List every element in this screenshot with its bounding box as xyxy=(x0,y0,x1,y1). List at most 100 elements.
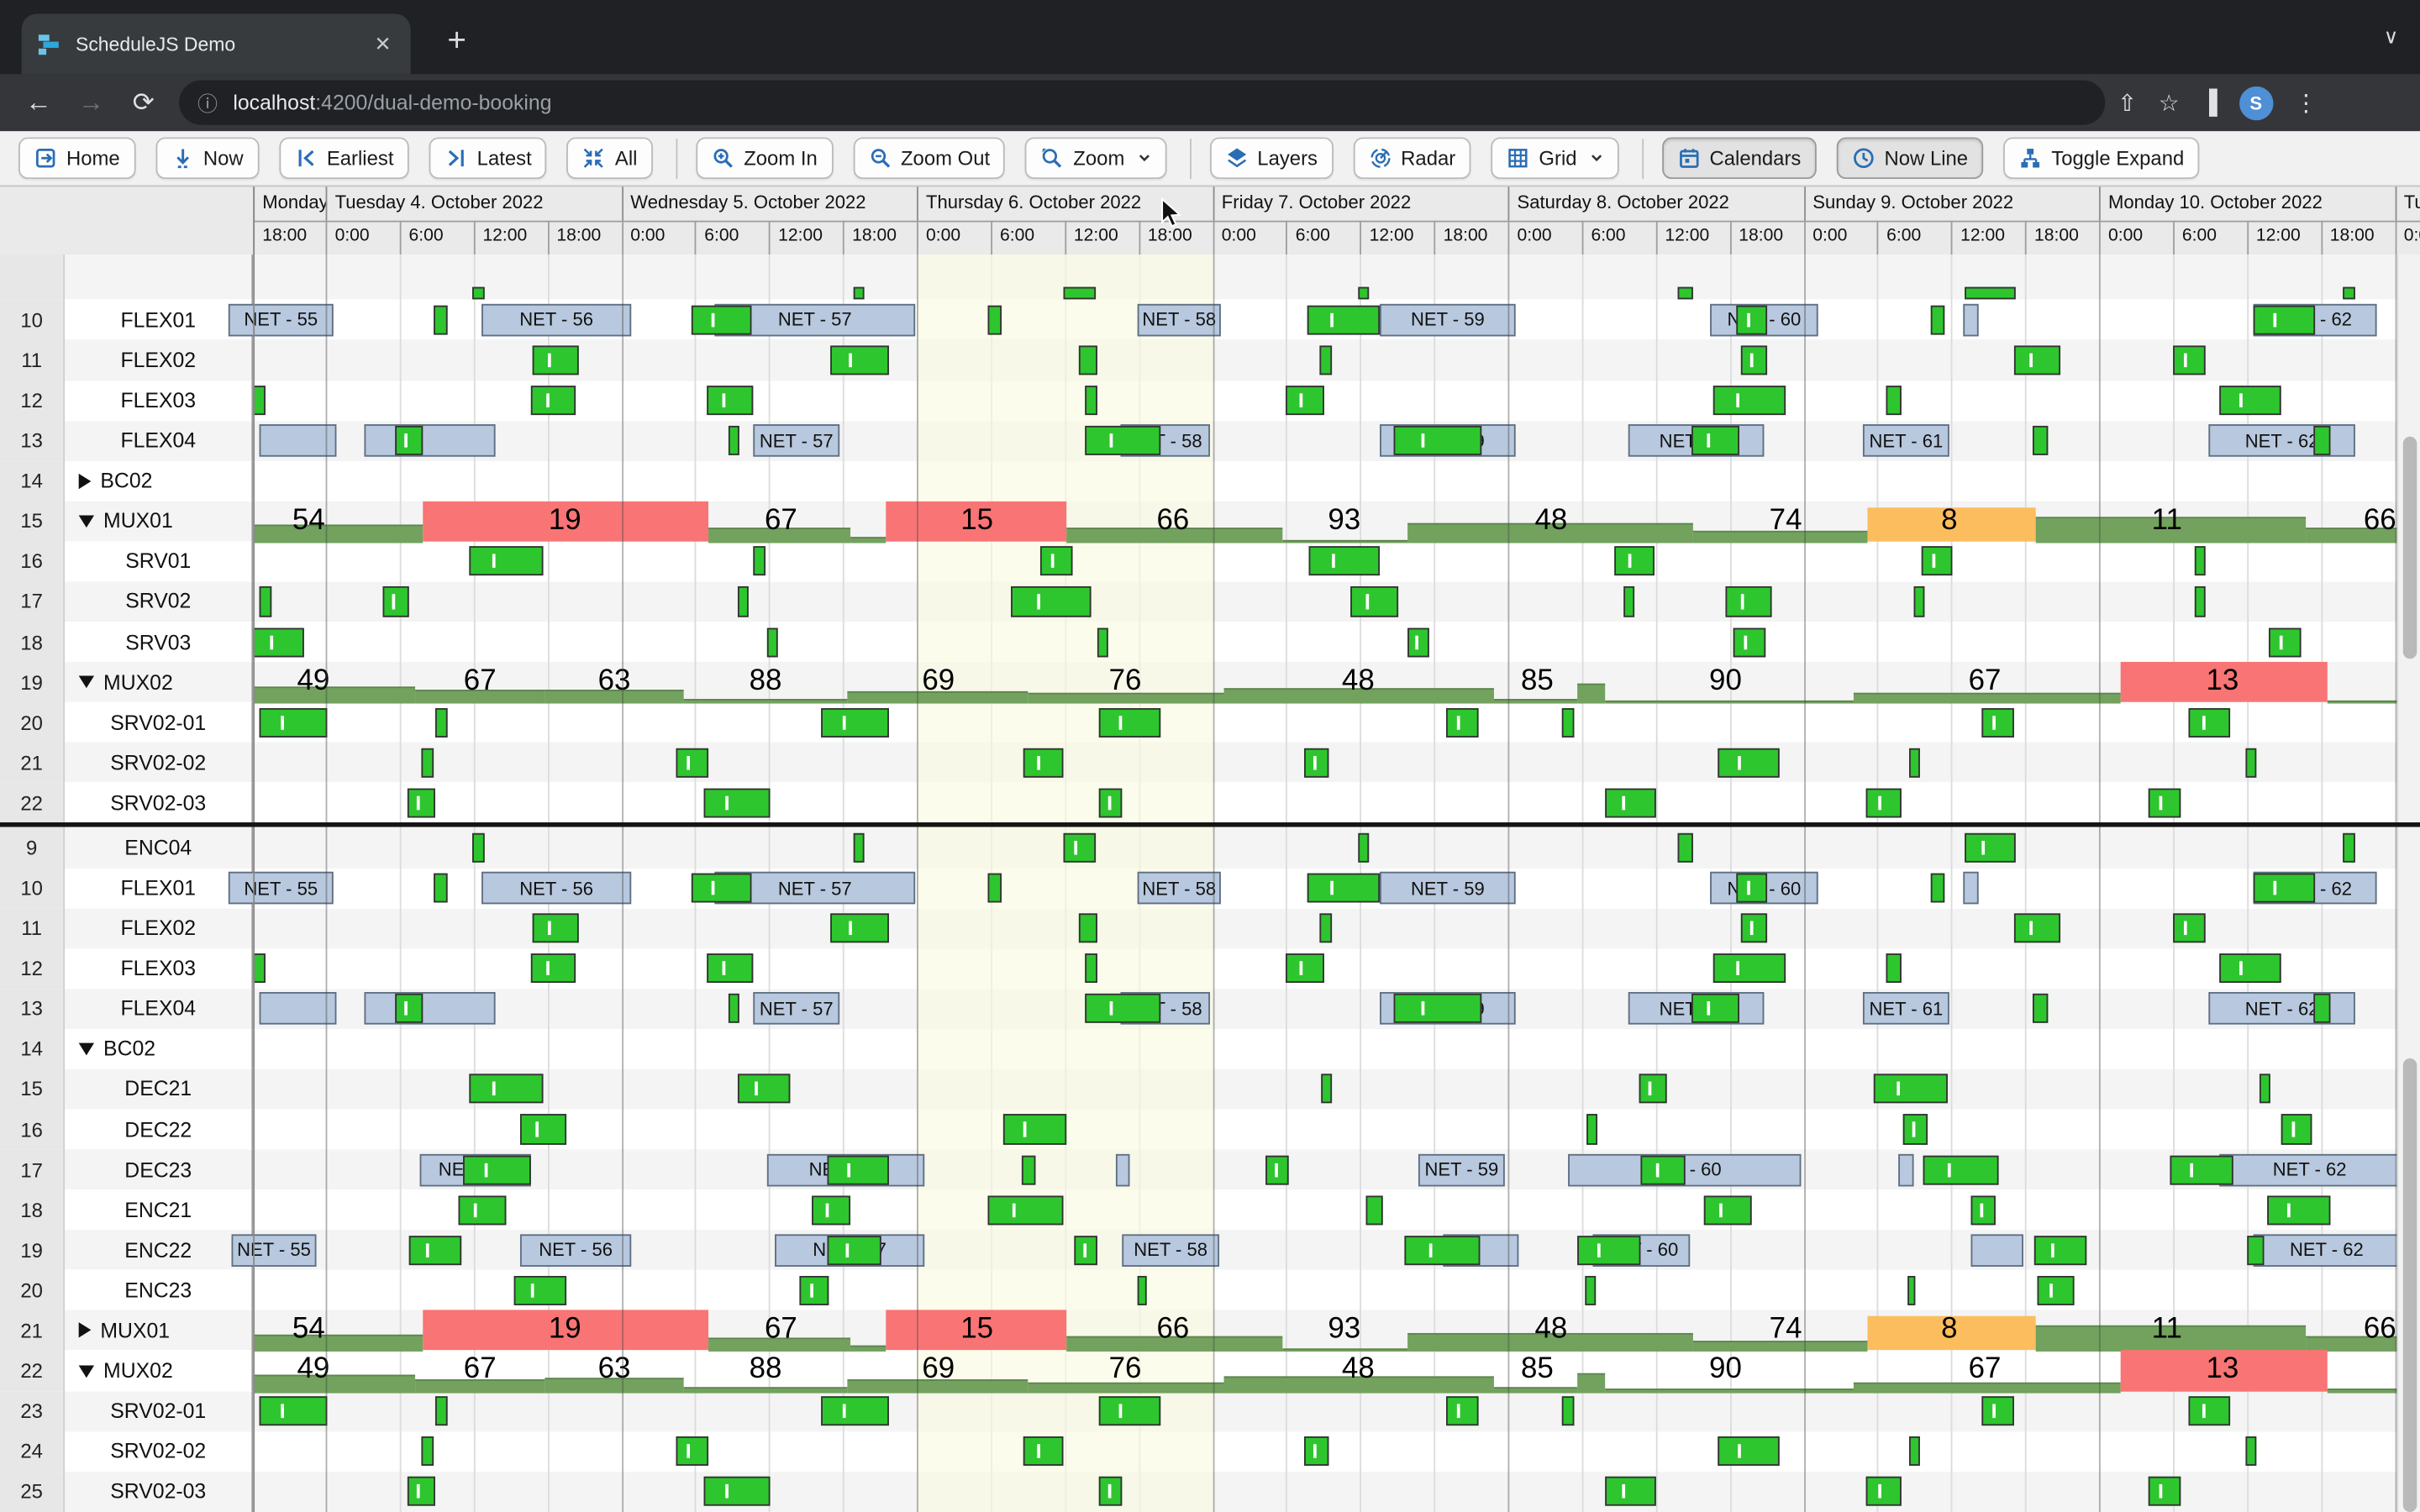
sidebar-item-dec21[interactable]: DEC21 xyxy=(65,1068,254,1110)
sidebar-item-srv02-01[interactable]: SRV02-01 xyxy=(65,702,254,743)
activity-bar[interactable] xyxy=(1085,386,1097,416)
booking-bar-net-57[interactable]: NET - 57 xyxy=(753,992,840,1026)
activity-bar[interactable] xyxy=(1913,586,1925,617)
activity-bar[interactable] xyxy=(707,953,754,984)
sidebar-item-mux02[interactable]: MUX02 xyxy=(65,662,254,703)
activity-bar[interactable] xyxy=(821,1396,889,1426)
activity-bar[interactable] xyxy=(1446,707,1479,738)
activity-bar[interactable] xyxy=(458,1194,507,1225)
activity-bar[interactable] xyxy=(1404,1235,1481,1265)
home-button[interactable]: Home xyxy=(18,137,136,180)
time-header-cell[interactable]: 0:00 xyxy=(2098,220,2173,255)
activity-bar[interactable] xyxy=(691,305,752,335)
booking-bar[interactable] xyxy=(364,424,496,458)
scrollbar-thumb[interactable] xyxy=(2402,1058,2417,1512)
activity-bar[interactable] xyxy=(1074,1235,1097,1265)
activity-bar[interactable] xyxy=(1078,913,1097,943)
expand-triangle-icon[interactable] xyxy=(78,473,92,489)
sidebar-item-mux02[interactable]: MUX02 xyxy=(65,1351,254,1391)
activity-bar[interactable] xyxy=(1446,1396,1479,1426)
activity-bar[interactable] xyxy=(407,788,435,818)
activity-bar[interactable] xyxy=(1286,953,1324,984)
activity-bar-clipped[interactable] xyxy=(1358,287,1370,301)
reload-icon[interactable]: ⟳ xyxy=(132,87,155,117)
activity-bar[interactable] xyxy=(1085,953,1097,984)
sidebar-item-flex03[interactable]: FLEX03 xyxy=(65,948,254,989)
activity-bar[interactable] xyxy=(1393,994,1482,1024)
tab-close-icon[interactable]: ✕ xyxy=(374,31,392,55)
activity-bar[interactable] xyxy=(1712,953,1786,984)
booking-bar-net-56[interactable]: NET - 56 xyxy=(481,871,632,905)
zoom-button[interactable]: Zoom xyxy=(1025,137,1166,180)
activity-bar[interactable] xyxy=(1307,873,1381,903)
activity-bar[interactable] xyxy=(434,873,448,903)
activity-bar[interactable] xyxy=(1561,707,1575,738)
activity-bar[interactable] xyxy=(1930,873,1945,903)
activity-bar[interactable] xyxy=(2269,627,2302,657)
sidebar-item-bc02[interactable]: BC02 xyxy=(65,460,254,501)
activity-bar[interactable] xyxy=(1691,994,1739,1024)
activity-bar[interactable] xyxy=(2033,1235,2087,1265)
activity-bar[interactable] xyxy=(691,873,752,903)
activity-bar[interactable] xyxy=(1304,748,1329,778)
activity-bar[interactable] xyxy=(1718,748,1780,778)
time-header-cell[interactable]: 6:00 xyxy=(1581,220,1656,255)
activity-bar[interactable] xyxy=(434,1396,448,1426)
activity-bar[interactable] xyxy=(2267,1194,2331,1225)
activity-bar[interactable] xyxy=(253,627,304,657)
time-header-cell[interactable]: 0:00 xyxy=(325,220,400,255)
forward-icon[interactable]: → xyxy=(77,87,104,117)
activity-bar[interactable] xyxy=(2148,788,2181,818)
sidebar-item-bc02[interactable]: BC02 xyxy=(65,1028,254,1069)
activity-bar[interactable] xyxy=(987,873,1002,903)
activity-bar[interactable] xyxy=(2188,707,2231,738)
activity-bar[interactable] xyxy=(1725,586,1772,617)
day-header-saturday-8-october-2022[interactable]: Saturday 8. October 2022 xyxy=(1507,186,1803,221)
activity-bar[interactable] xyxy=(395,994,424,1024)
activity-bar-clipped[interactable] xyxy=(2343,287,2355,301)
activity-bar[interactable] xyxy=(827,1154,889,1184)
time-header-cell[interactable]: 12:00 xyxy=(1655,220,1730,255)
activity-bar[interactable] xyxy=(1733,627,1766,657)
activity-bar[interactable] xyxy=(2013,913,2061,943)
expand-triangle-icon[interactable] xyxy=(78,1322,92,1339)
time-header-cell[interactable]: 12:00 xyxy=(473,220,548,255)
activity-bar[interactable] xyxy=(532,913,579,943)
activity-bar[interactable] xyxy=(2148,1477,2181,1507)
booking-bar[interactable] xyxy=(1963,871,1979,905)
calendars-button[interactable]: Calendars xyxy=(1661,137,1817,180)
booking-bar-net-55[interactable]: NET - 55 xyxy=(228,871,334,905)
sidebar-item-dec23[interactable]: DEC23 xyxy=(65,1149,254,1190)
activity-bar[interactable] xyxy=(1021,1154,1036,1184)
activity-bar[interactable] xyxy=(1605,788,1656,818)
sidebar-item-srv03[interactable]: SRV03 xyxy=(65,622,254,663)
activity-bar-clipped[interactable] xyxy=(472,287,485,301)
activity-bar[interactable] xyxy=(421,1436,434,1467)
activity-bar[interactable] xyxy=(1039,546,1073,576)
activity-bar[interactable] xyxy=(2245,1436,2257,1467)
activity-bar[interactable] xyxy=(2188,1396,2231,1426)
time-header-cell[interactable]: 18:00 xyxy=(2320,220,2395,255)
activity-bar[interactable] xyxy=(1703,1194,1752,1225)
activity-bar[interactable] xyxy=(1085,994,1161,1024)
activity-bar[interactable] xyxy=(1736,305,1768,335)
activity-bar[interactable] xyxy=(737,586,749,617)
activity-bar[interactable] xyxy=(1677,832,1693,863)
activity-bar[interactable] xyxy=(1098,788,1123,818)
activity-bar-clipped[interactable] xyxy=(1965,287,2016,301)
activity-bar[interactable] xyxy=(1407,627,1429,657)
activity-bar[interactable] xyxy=(2194,546,2206,576)
booking-bar-net-55[interactable]: NET - 55 xyxy=(231,1233,317,1267)
activity-bar[interactable] xyxy=(1970,1194,1996,1225)
sidebar-item-flex03[interactable]: FLEX03 xyxy=(65,380,254,421)
sidebar-item-srv02-01[interactable]: SRV02-01 xyxy=(65,1390,254,1431)
activity-bar[interactable] xyxy=(2313,426,2331,456)
sidebar-item-enc22[interactable]: ENC22 xyxy=(65,1230,254,1271)
activity-bar[interactable] xyxy=(1712,386,1786,416)
time-header-cell[interactable]: 0:00 xyxy=(1212,220,1286,255)
sidebar-item-enc04[interactable]: ENC04 xyxy=(65,827,254,869)
activity-bar[interactable] xyxy=(395,426,424,456)
time-header-cell[interactable]: 18:00 xyxy=(253,220,326,255)
bookmark-star-icon[interactable]: ☆ xyxy=(2158,90,2180,117)
booking-bar[interactable] xyxy=(259,424,337,458)
